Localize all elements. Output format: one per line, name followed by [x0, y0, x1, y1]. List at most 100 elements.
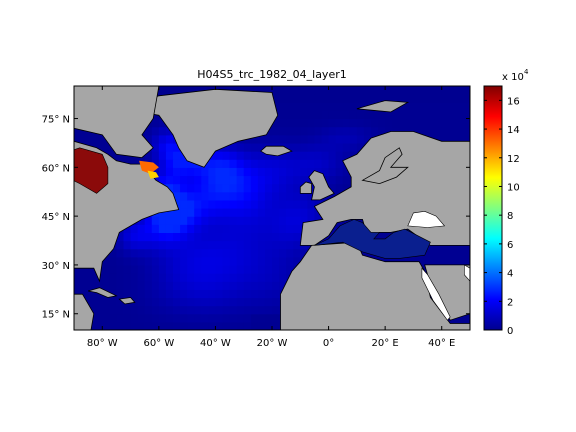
- field-cell: [427, 256, 436, 266]
- field-cell: [158, 297, 167, 307]
- field-cell: [264, 151, 273, 160]
- field-cell: [434, 94, 443, 103]
- field-cell: [462, 313, 470, 323]
- field-cell: [116, 240, 125, 250]
- field-cell: [187, 321, 195, 330]
- field-cell: [201, 305, 209, 315]
- cuba-land: [87, 287, 118, 298]
- field-cell: [392, 86, 400, 95]
- field-cell: [194, 297, 202, 307]
- field-cell: [342, 167, 351, 177]
- field-cell: [222, 216, 231, 225]
- field-cell: [123, 232, 132, 242]
- field-cell: [158, 240, 167, 250]
- colorbar-tick-label: 14: [507, 125, 520, 136]
- field-cell: [173, 289, 181, 299]
- field-cell: [165, 224, 174, 233]
- field-cell: [321, 134, 330, 144]
- field-cell: [194, 240, 202, 250]
- field-cell: [151, 297, 160, 307]
- field-cell: [272, 167, 280, 177]
- field-cell: [180, 297, 188, 307]
- field-cell: [137, 305, 146, 315]
- field-cell: [448, 256, 457, 266]
- field-cell: [462, 102, 470, 111]
- field-cell: [250, 256, 259, 266]
- field-cell: [158, 142, 167, 152]
- field-cell: [250, 321, 259, 330]
- field-cell: [286, 118, 294, 128]
- ireland-land: [299, 181, 313, 194]
- field-cell: [420, 264, 429, 274]
- field-cell: [378, 86, 386, 95]
- field-cell: [257, 142, 266, 152]
- field-cell: [116, 297, 125, 307]
- field-cell: [328, 191, 337, 201]
- field-cell: [229, 159, 238, 168]
- field-cell: [328, 118, 337, 128]
- field-cell: [236, 256, 245, 266]
- field-cell: [102, 297, 110, 307]
- field-cell: [88, 273, 96, 282]
- field-cell: [173, 297, 181, 307]
- field-cell: [194, 305, 202, 315]
- field-cell: [356, 142, 365, 152]
- field-cell: [264, 289, 273, 299]
- field-cell: [208, 208, 217, 217]
- field-cell: [109, 256, 118, 266]
- field-cell: [385, 118, 393, 128]
- field-cell: [406, 126, 415, 136]
- field-cell: [180, 216, 188, 225]
- field-cell: [293, 94, 301, 103]
- field-cell: [406, 118, 415, 128]
- y-tick-label: 75° N: [42, 115, 70, 126]
- field-cell: [314, 151, 323, 160]
- field-cell: [144, 321, 153, 330]
- field-cell: [307, 110, 316, 120]
- field-cell: [385, 126, 393, 136]
- field-cell: [102, 256, 110, 266]
- field-cell: [88, 134, 96, 144]
- field-cell: [151, 321, 160, 330]
- field-cell: [286, 134, 294, 144]
- field-cell: [144, 297, 153, 307]
- field-cell: [222, 232, 231, 242]
- field-cell: [342, 142, 351, 152]
- colorbar-ticks: 0 2 4 6 8 10 12 14 16: [484, 96, 520, 337]
- field-cell: [222, 199, 231, 209]
- x-tick-label: 20° E: [372, 338, 399, 349]
- field-cell: [462, 248, 470, 258]
- field-cell: [215, 208, 224, 217]
- field-cell: [243, 199, 252, 209]
- field-cell: [335, 142, 344, 152]
- field-cell: [229, 289, 238, 299]
- field-cell: [307, 118, 316, 128]
- field-cell: [116, 273, 125, 282]
- field-cell: [201, 264, 209, 274]
- field-cell: [406, 94, 415, 103]
- field-cell: [434, 86, 443, 95]
- field-cell: [236, 183, 245, 193]
- field-cell: [272, 273, 280, 282]
- field-cell: [392, 126, 400, 136]
- field-cell: [151, 167, 160, 177]
- field-cell: [158, 321, 167, 330]
- field-cell: [250, 297, 259, 307]
- field-cell: [272, 289, 280, 299]
- field-cell: [215, 224, 224, 233]
- y-axis: 15° N 30° N 45° N 60° N 75° N: [42, 115, 470, 321]
- field-cell: [413, 86, 422, 95]
- field-cell: [116, 248, 125, 258]
- field-cell: [187, 208, 195, 217]
- field-cell: [307, 151, 316, 160]
- field-cell: [144, 126, 153, 136]
- field-cell: [257, 240, 266, 250]
- field-cell: [236, 264, 245, 274]
- field-cell: [250, 313, 259, 323]
- field-cell: [335, 183, 344, 193]
- field-cell: [300, 126, 308, 136]
- field-cell: [130, 224, 139, 233]
- field-cell: [236, 216, 245, 225]
- field-cell: [109, 321, 118, 330]
